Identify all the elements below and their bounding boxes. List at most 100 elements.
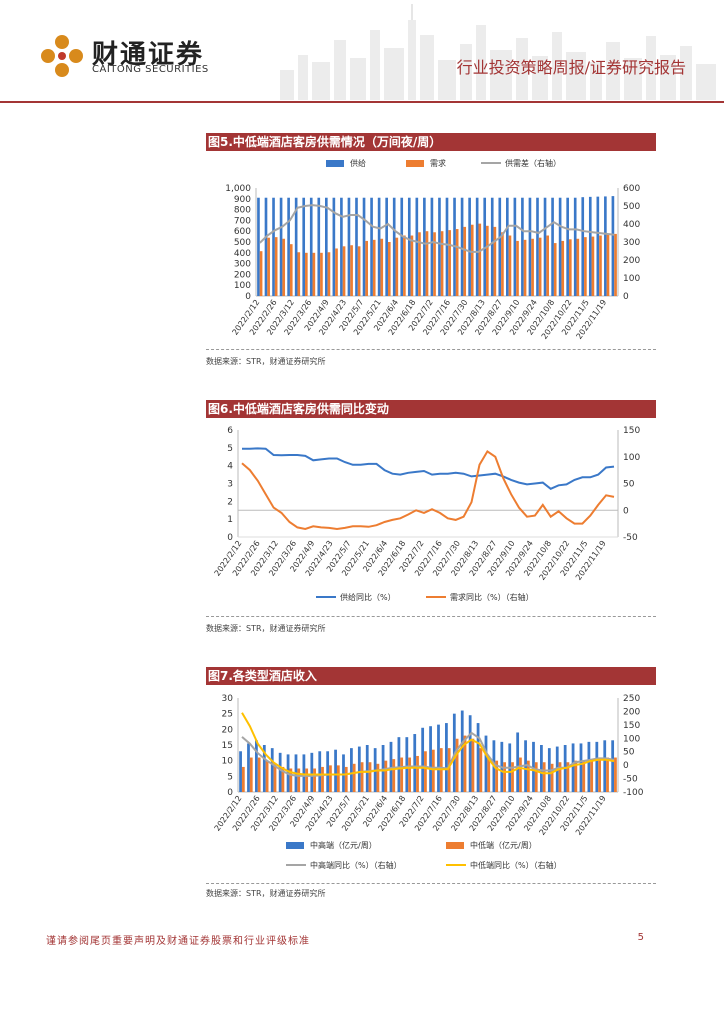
bar-供给	[551, 197, 554, 296]
bar-供给	[566, 197, 569, 296]
y-tick-label-right: 50	[623, 480, 635, 490]
bar-中低端亿元/周	[384, 760, 388, 792]
y-tick-label-left: 0	[227, 533, 233, 543]
y-tick-label-left: 700	[234, 216, 251, 226]
series-line-0	[242, 447, 615, 490]
bar-供给	[370, 197, 373, 296]
bar-中低端亿元/周	[598, 757, 601, 792]
bar-供给	[588, 196, 592, 296]
y-tick-label-left: 200	[234, 270, 251, 280]
bar-供给	[340, 197, 343, 296]
y-tick-label-right: 150	[623, 721, 640, 731]
bar-中低端亿元/周	[281, 766, 285, 792]
y-tick-label-right: 150	[623, 426, 640, 436]
bar-供给	[438, 197, 441, 296]
y-tick-label-right: 500	[623, 202, 640, 212]
legend-label: 中高端同比（%）（右轴）	[310, 860, 402, 870]
y-tick-label-right: 300	[623, 238, 640, 248]
bar-供给	[377, 197, 381, 296]
bar-需求	[274, 237, 278, 296]
bar-中低端亿元/周	[582, 760, 586, 792]
bar-中高端亿元/周	[389, 741, 393, 792]
bar-需求	[357, 246, 361, 296]
bar-供给	[415, 197, 419, 296]
bar-中低端亿元/周	[590, 759, 594, 792]
legend-swatch	[446, 842, 464, 849]
bar-中高端亿元/周	[484, 735, 488, 792]
bar-中高端亿元/周	[532, 741, 535, 792]
legend-label: 供需差（右轴）	[505, 158, 561, 168]
bar-供给	[611, 196, 615, 296]
bar-中高端亿元/周	[239, 751, 242, 792]
bar-供给	[302, 197, 306, 296]
bar-需求	[614, 233, 617, 296]
y-tick-label-left: 1	[227, 515, 233, 525]
y-tick-label-left: 25	[222, 710, 233, 720]
bar-需求	[584, 237, 587, 296]
bar-需求	[493, 226, 497, 296]
bar-供给	[264, 197, 268, 296]
bar-需求	[350, 245, 353, 296]
y-tick-label-left: 500	[234, 238, 251, 248]
bar-中高端亿元/周	[318, 751, 322, 792]
bar-需求	[538, 237, 542, 296]
bar-中低端亿元/周	[519, 757, 522, 792]
bar-供给	[581, 197, 585, 296]
bar-中高端亿元/周	[342, 754, 345, 792]
bar-需求	[508, 235, 512, 296]
bar-供给	[272, 197, 275, 296]
bar-中高端亿元/周	[421, 727, 425, 792]
bar-供给	[309, 197, 313, 296]
bar-供给	[528, 197, 532, 296]
bar-需求	[576, 238, 580, 296]
y-tick-label-left: 400	[234, 249, 251, 259]
bar-需求	[320, 252, 323, 296]
bar-中高端亿元/周	[350, 748, 353, 792]
bar-需求	[599, 235, 602, 296]
bar-需求	[463, 226, 467, 296]
legend-label: 中低端（亿元/周）	[470, 840, 537, 850]
bar-需求	[342, 246, 346, 296]
legend-label: 中高端（亿元/周）	[310, 840, 377, 850]
bar-供给	[294, 197, 298, 296]
caitong-logo-icon	[41, 35, 83, 77]
legend-label: 供给同比（%）	[340, 592, 396, 602]
bar-中高端亿元/周	[571, 743, 575, 792]
bar-供给	[392, 197, 396, 296]
y-tick-label-left: 4	[227, 462, 233, 472]
bar-中低端亿元/周	[526, 760, 530, 792]
bar-中低端亿元/周	[289, 768, 293, 792]
bar-需求	[606, 234, 610, 296]
bar-中高端亿元/周	[357, 746, 361, 792]
y-tick-label-left: 6	[227, 426, 233, 436]
legend-swatch	[326, 160, 344, 167]
bar-中低端亿元/周	[416, 755, 419, 792]
bar-需求	[568, 239, 572, 296]
bar-需求	[297, 252, 301, 296]
bar-中高端亿元/周	[413, 734, 417, 792]
bar-中高端亿元/周	[397, 737, 401, 792]
y-tick-label-right: 0	[623, 292, 629, 302]
bar-中高端亿元/周	[611, 740, 615, 792]
y-tick-label-right: 250	[623, 694, 640, 704]
bar-中低端亿元/周	[534, 762, 538, 792]
bar-需求	[312, 252, 316, 296]
figure-6-title: 图6.中低端酒店客房供需同比变动	[206, 400, 656, 418]
bar-需求	[365, 240, 368, 296]
bar-中低端亿元/周	[305, 768, 309, 792]
series-line-2	[241, 731, 615, 777]
bar-需求	[531, 238, 534, 296]
bar-供给	[558, 197, 562, 296]
bar-中低端亿元/周	[360, 762, 364, 792]
legend-swatch	[286, 842, 304, 849]
city-skyline-watermark	[280, 4, 716, 100]
bar-供给	[332, 197, 336, 296]
bar-中高端亿元/周	[262, 745, 266, 792]
bar-中低端亿元/周	[614, 757, 617, 792]
y-tick-label-right: 0	[623, 506, 629, 516]
bar-需求	[327, 252, 331, 296]
bar-供给	[543, 197, 547, 296]
bar-需求	[305, 252, 308, 296]
y-tick-label-left: 600	[234, 227, 251, 237]
bar-中低端亿元/周	[424, 751, 427, 792]
